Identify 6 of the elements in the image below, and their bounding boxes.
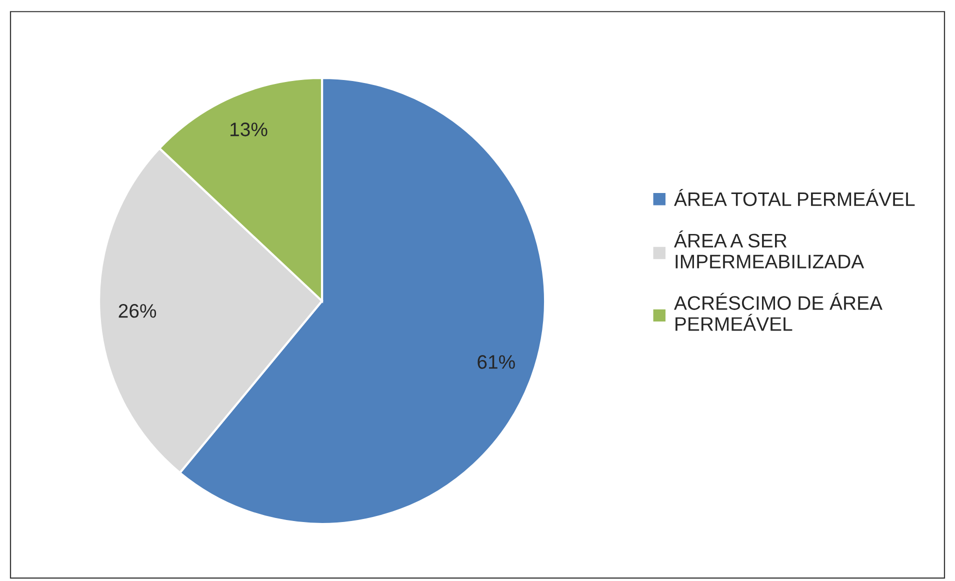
data-label: 26% [118, 304, 156, 318]
legend-label: ACRÉSCIMO DE ÁREA PERMEÁVEL [674, 292, 882, 331]
data-label: 61% [478, 355, 515, 369]
legend-label: ÁREA A SER IMPERMEABILIZADA [674, 230, 864, 268]
legend-label: ÁREA TOTAL PERMEÁVEL [674, 189, 915, 206]
data-label: 13% [230, 122, 268, 136]
